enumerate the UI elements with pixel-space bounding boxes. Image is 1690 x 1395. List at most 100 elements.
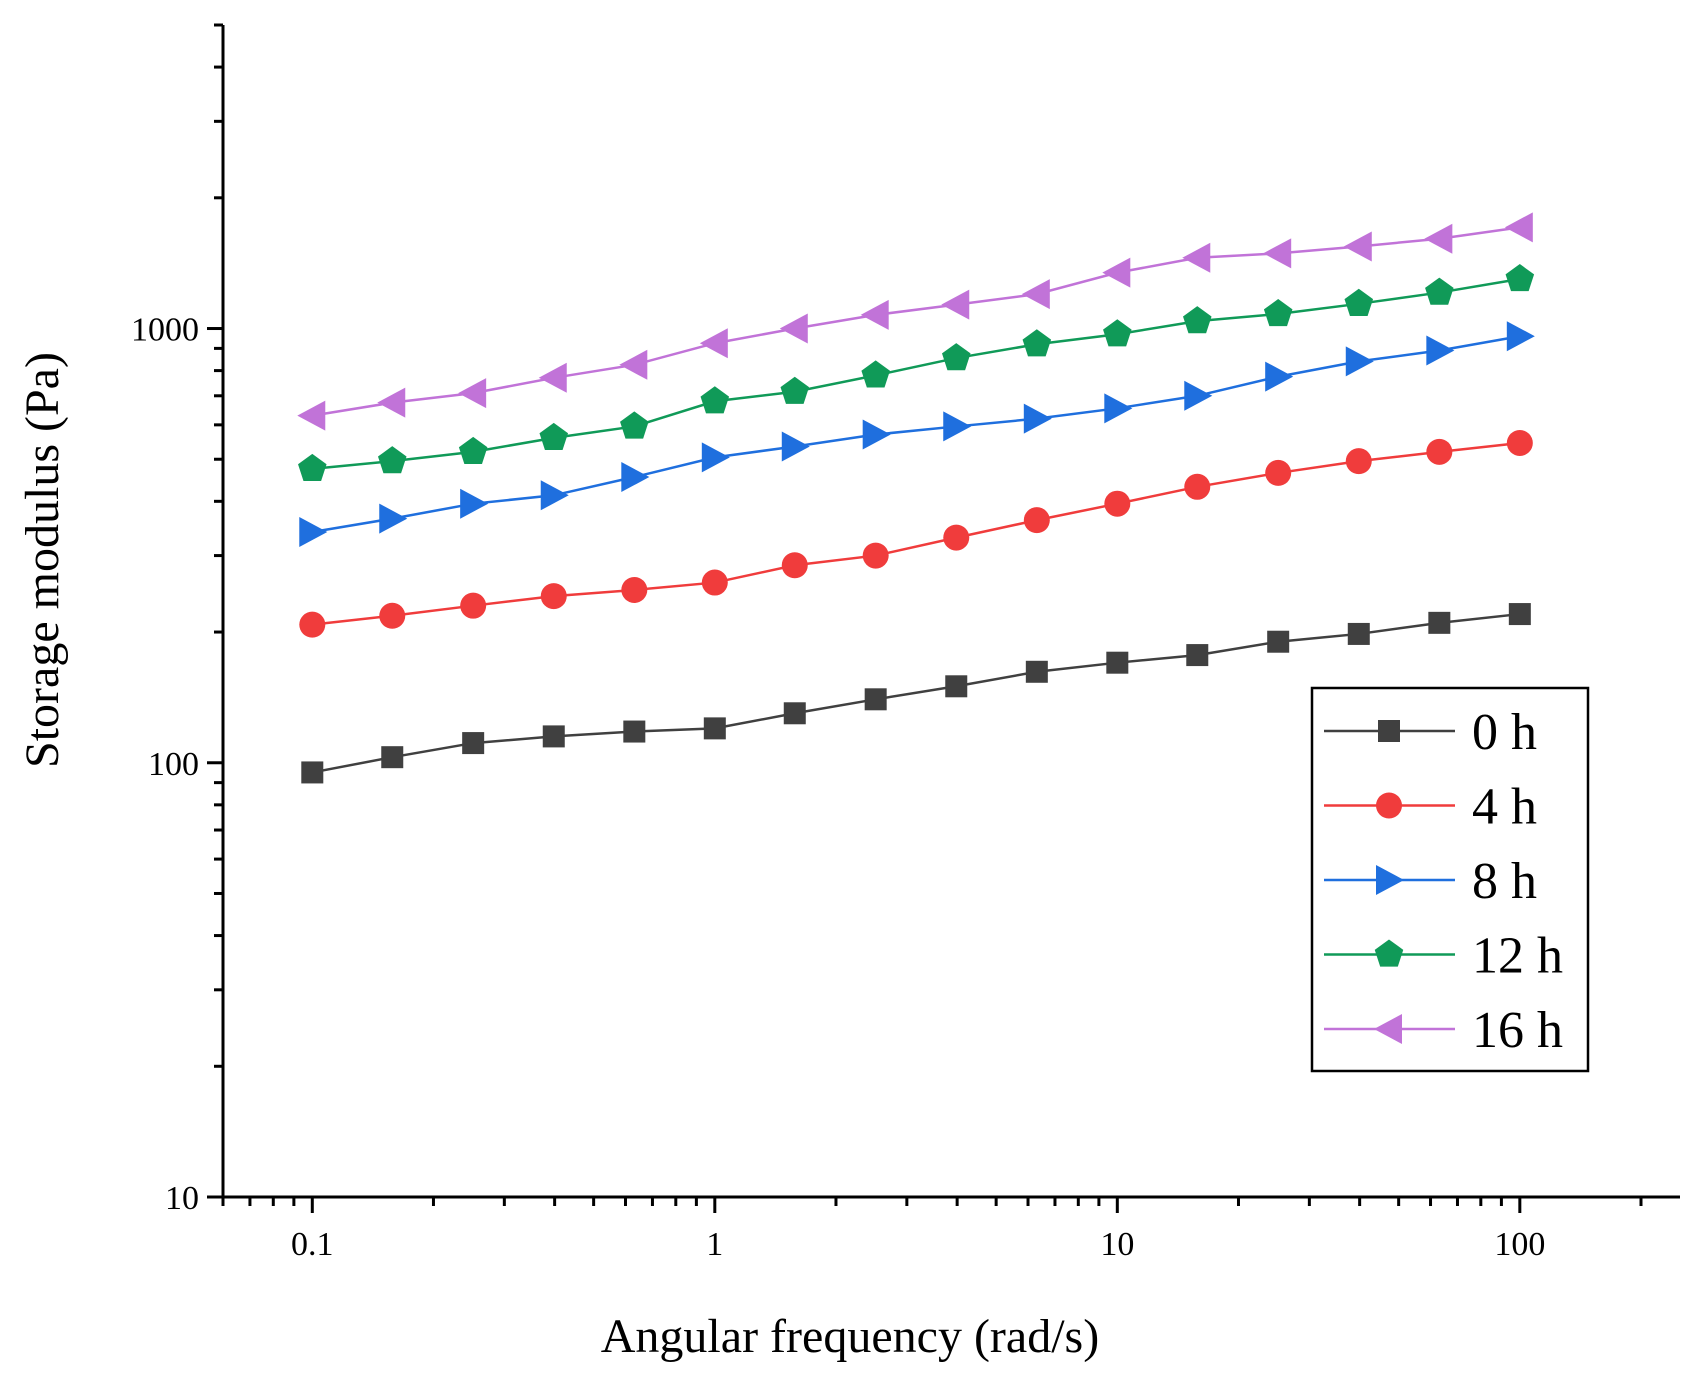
data-point — [1265, 459, 1292, 486]
data-point — [619, 349, 648, 380]
legend-item: 16 h — [1324, 1002, 1563, 1059]
data-point — [381, 746, 404, 769]
data-point — [1508, 603, 1531, 626]
series-line — [312, 612, 1520, 774]
data-point — [1103, 319, 1132, 347]
data-point — [1025, 660, 1048, 683]
data-point — [1426, 335, 1455, 366]
axes: 0.1 1 10 100 10 100 1000 — [131, 23, 1680, 1263]
data-point — [862, 419, 891, 450]
data-point — [701, 569, 728, 596]
data-point — [460, 592, 487, 619]
data-point — [299, 611, 326, 638]
data-point — [379, 602, 406, 629]
data-point — [621, 462, 650, 493]
data-point — [1345, 448, 1372, 475]
data-point — [621, 576, 648, 603]
data-point — [458, 436, 488, 464]
legend-item: 12 h — [1324, 928, 1563, 985]
data-point — [780, 376, 810, 404]
data-point — [377, 446, 407, 474]
series-2 — [299, 321, 1535, 547]
data-point — [1104, 490, 1131, 517]
series-line — [312, 441, 1520, 626]
legend-marker — [1376, 865, 1404, 895]
series-4 — [297, 212, 1533, 431]
data-point — [620, 411, 649, 439]
data-point — [783, 702, 806, 725]
data-point — [1345, 346, 1374, 377]
legend-marker — [1376, 792, 1402, 819]
data-point — [701, 442, 730, 473]
legend-marker — [1378, 720, 1400, 742]
data-point — [462, 732, 485, 755]
data-point — [1426, 438, 1453, 465]
data-point — [1102, 257, 1131, 288]
data-point — [943, 524, 970, 551]
data-point — [1504, 212, 1533, 243]
series-3 — [298, 264, 1535, 482]
data-point — [1022, 329, 1052, 357]
y-tick-label: 1000 — [131, 312, 199, 349]
x-tick-label: 100 — [1494, 1226, 1545, 1263]
data-point — [298, 453, 327, 482]
series-line — [312, 226, 1521, 417]
data-point — [1505, 264, 1535, 292]
data-point — [781, 431, 810, 462]
x-tick-label: 0.1 — [291, 1226, 334, 1263]
data-point — [781, 552, 808, 579]
data-point — [538, 362, 567, 393]
data-point — [1104, 393, 1133, 424]
data-point — [941, 343, 971, 371]
data-point — [460, 488, 489, 519]
data-point — [297, 400, 326, 431]
legend-label: 4 h — [1472, 779, 1537, 836]
series-layer — [297, 212, 1535, 784]
data-point — [540, 583, 567, 610]
series-line — [312, 277, 1521, 471]
data-point — [1106, 651, 1129, 674]
legend-item: 4 h — [1324, 779, 1537, 836]
data-point — [1186, 644, 1209, 667]
data-point — [1347, 622, 1370, 645]
data-point — [1343, 231, 1372, 262]
data-point — [862, 542, 889, 569]
y-axis-title: Storage modulus (Pa) — [16, 352, 69, 768]
data-point — [1428, 611, 1451, 634]
data-point — [301, 761, 324, 784]
legend-item: 8 h — [1324, 853, 1537, 910]
legend-label: 0 h — [1472, 704, 1537, 761]
series-1 — [299, 429, 1533, 638]
data-point — [864, 688, 887, 711]
data-point — [1424, 223, 1453, 254]
data-point — [1263, 299, 1293, 327]
data-point — [1184, 380, 1213, 411]
y-tick-label: 10 — [165, 1180, 199, 1217]
data-point — [703, 717, 726, 740]
data-point — [943, 411, 972, 442]
data-point — [779, 313, 808, 344]
data-point — [1184, 473, 1211, 500]
data-point — [1183, 306, 1212, 334]
data-point — [458, 378, 487, 409]
legend-label: 16 h — [1472, 1002, 1563, 1059]
data-point — [941, 289, 970, 320]
data-point — [699, 328, 728, 359]
data-point — [540, 480, 569, 511]
data-point — [1506, 429, 1533, 456]
data-point — [299, 516, 328, 547]
legend-marker — [1374, 939, 1404, 967]
x-axis-title: Angular frequency (rad/s) — [601, 1310, 1099, 1363]
data-point — [700, 386, 730, 414]
data-point — [379, 503, 408, 534]
data-point — [1023, 403, 1052, 434]
data-point — [1265, 361, 1294, 392]
series-0 — [301, 603, 1531, 784]
data-point — [542, 725, 565, 748]
series-line — [312, 334, 1521, 534]
data-point — [1023, 507, 1050, 534]
legend-marker — [1374, 1014, 1402, 1044]
x-tick-label: 10 — [1100, 1226, 1134, 1263]
legend-label: 8 h — [1472, 853, 1537, 910]
